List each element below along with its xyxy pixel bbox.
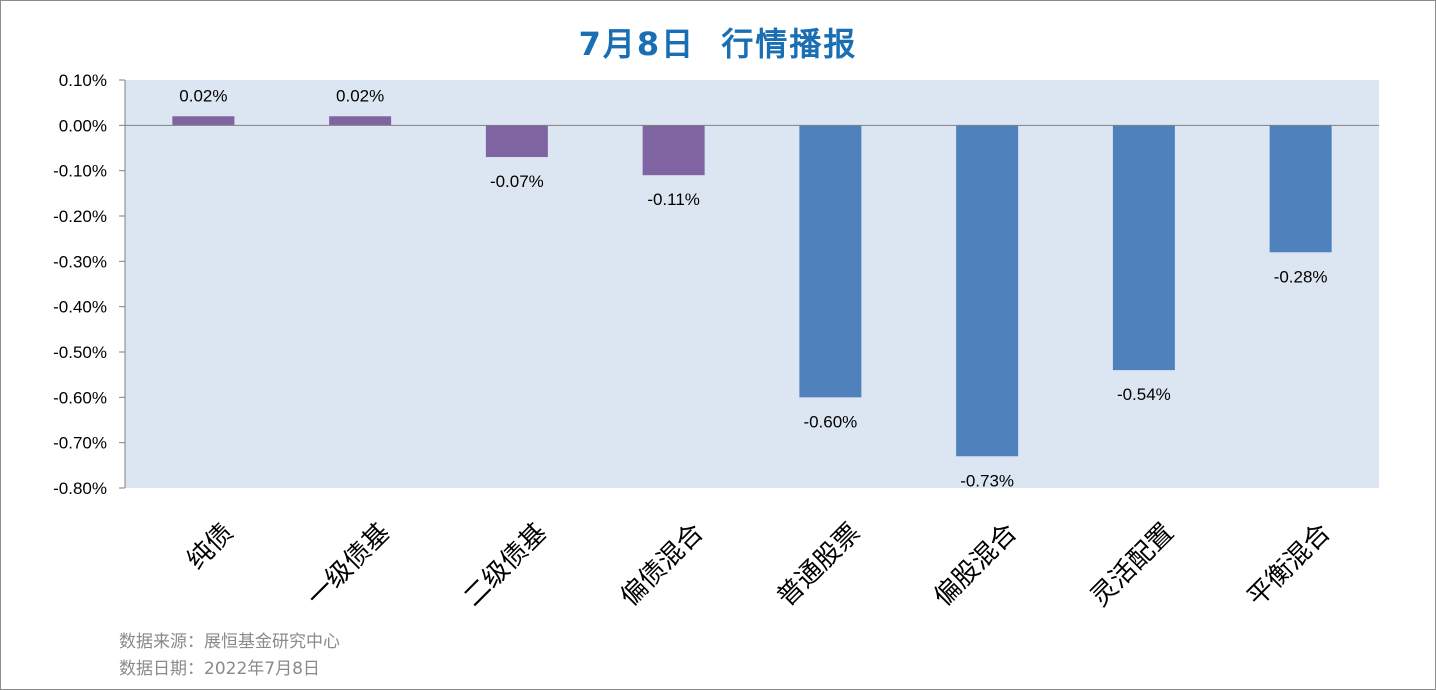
data-label-2: 0.02% xyxy=(336,86,384,105)
data-label-6: -0.73% xyxy=(960,471,1014,490)
bar-5 xyxy=(799,125,862,398)
chart-title: 7月8日 行情播报 xyxy=(578,25,858,63)
data-labels-group: 0.02% 0.02% -0.07% -0.11% -0.60% -0.73% -0.54%… xyxy=(179,86,1327,490)
date-note: 数据日期：2022年7月8日 xyxy=(119,659,320,679)
y-tick-label: -0.50% xyxy=(53,343,107,362)
data-label-5: -0.60% xyxy=(803,412,857,431)
data-label-7: -0.54% xyxy=(1117,385,1171,404)
category-label-3: 二级债基 xyxy=(458,518,553,613)
y-tick-label: -0.10% xyxy=(53,162,107,181)
y-tick-label: -0.40% xyxy=(53,298,107,317)
bars-group xyxy=(172,116,1332,457)
data-label-1: 0.02% xyxy=(179,86,227,105)
source-note: 数据来源：展恒基金研究中心 xyxy=(119,632,340,652)
y-tick-label: -0.30% xyxy=(53,252,107,271)
y-tick-label: -0.80% xyxy=(53,479,107,498)
bar-2 xyxy=(329,116,392,126)
bar-8 xyxy=(1269,125,1332,253)
bar-4 xyxy=(642,125,705,176)
bar-6 xyxy=(956,125,1019,457)
bar-7 xyxy=(1112,125,1175,371)
y-tick-label: -0.60% xyxy=(53,388,107,407)
category-label-5: 普通股票 xyxy=(772,518,867,613)
category-label-4: 偏债混合 xyxy=(615,518,710,613)
data-label-4: -0.11% xyxy=(647,190,700,209)
category-label-7: 灵活配置 xyxy=(1085,518,1180,613)
category-labels-group: 纯债 一级债基 二级债基 偏债混合 普通股票 偏股混合 灵活配置 平衡混合 xyxy=(181,518,1336,613)
y-axis: 0.10% 0.00% -0.10% -0.20% -0.30% -0.40% -0.50%… xyxy=(53,71,1379,498)
category-label-6: 偏股混合 xyxy=(928,518,1023,613)
y-tick-label: -0.20% xyxy=(53,207,107,226)
category-label-2: 一级债基 xyxy=(301,518,396,613)
data-label-3: -0.07% xyxy=(490,172,544,191)
bar-1 xyxy=(172,116,235,126)
bar-3 xyxy=(485,125,548,158)
category-label-8: 平衡混合 xyxy=(1242,518,1337,613)
y-tick-label: 0.00% xyxy=(59,116,107,135)
y-tick-label: -0.70% xyxy=(53,434,107,453)
y-tick-label: 0.10% xyxy=(59,71,107,90)
plot-area xyxy=(125,80,1379,488)
footer: 数据来源：展恒基金研究中心 数据日期：2022年7月8日 xyxy=(119,629,340,683)
data-label-8: -0.28% xyxy=(1274,267,1328,286)
category-label-1: 纯债 xyxy=(181,518,239,576)
